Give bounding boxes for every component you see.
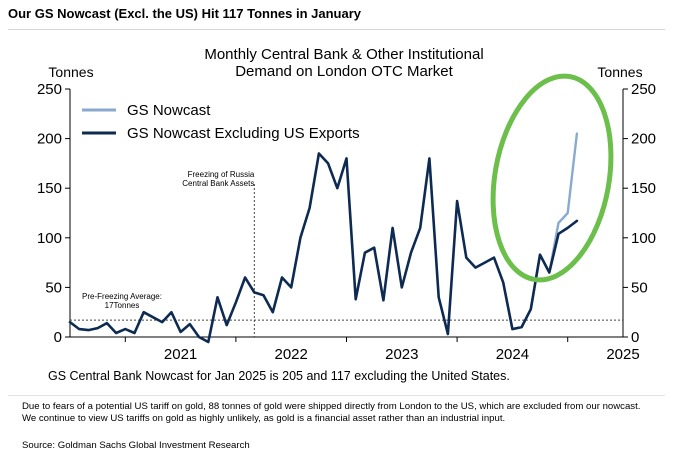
series-lines xyxy=(68,132,579,344)
series-line-gs-nowcast xyxy=(511,132,579,331)
highlight-ellipse xyxy=(490,73,614,283)
headline: Our GS Nowcast (Excl. the US) Hit 117 To… xyxy=(8,6,362,21)
y-tick-label-right: 150 xyxy=(631,180,656,197)
y-axis-label-right: Tonnes xyxy=(597,64,642,80)
chart-title: Monthly Central Bank & Other Institution… xyxy=(204,46,483,80)
x-tick-label: 2024 xyxy=(496,346,529,363)
legend-label: GS Nowcast xyxy=(127,102,211,119)
y-tick-label-left: 100 xyxy=(37,230,62,247)
series-line-gs-nowcast-excl-us xyxy=(68,152,579,344)
legend-label: GS Nowcast Excluding US Exports xyxy=(127,125,360,142)
y-tick-label-left: 250 xyxy=(37,81,62,98)
y-tick-label-left: 0 xyxy=(54,329,62,346)
footnote: Due to fears of a potential US tariff on… xyxy=(22,401,640,425)
reference-line-label: 17Tonnes xyxy=(105,301,140,310)
footnote-divider xyxy=(8,395,665,396)
x-tick-label: 2023 xyxy=(385,346,418,363)
chart: Monthly Central Bank & Other Institution… xyxy=(37,46,656,383)
event-marker-label: Central Bank Assets xyxy=(182,179,254,188)
header-divider xyxy=(8,29,665,30)
footnote-line-2: We continue to view US tariffs on gold a… xyxy=(22,413,506,424)
chart-subtitle: GS Central Bank Nowcast for Jan 2025 is … xyxy=(48,369,510,383)
x-tick-label: 2021 xyxy=(164,346,197,363)
footnote-line-1: Due to fears of a potential US tariff on… xyxy=(22,401,641,412)
y-tick-label-left: 150 xyxy=(37,180,62,197)
y-axis-label-left: Tonnes xyxy=(48,64,93,80)
axes: 0 0 50 50 100 100 150 150 200 200 250 250 2021 2022 20… xyxy=(37,81,656,363)
y-tick-label-right: 250 xyxy=(631,81,656,98)
y-tick-label-left: 50 xyxy=(45,279,62,296)
event-marker-label: Freezing of Russia xyxy=(188,170,255,179)
reference-line-label: Pre-Freezing Average: xyxy=(82,292,162,301)
y-tick-label-right: 100 xyxy=(631,230,656,247)
chart-title-line: Demand on London OTC Market xyxy=(235,63,453,80)
y-tick-label-right: 200 xyxy=(631,131,656,148)
x-tick-label: 2022 xyxy=(275,346,308,363)
x-tick-label: 2025 xyxy=(606,346,639,363)
y-tick-label-right: 50 xyxy=(631,279,648,296)
highlight-ellipse-shape xyxy=(490,73,614,283)
annotations: Pre-Freezing Average:17Tonnes Freezing of… xyxy=(70,170,623,337)
source-note: Source: Goldman Sachs Global Investment … xyxy=(22,440,250,451)
y-tick-label-right: 0 xyxy=(631,329,639,346)
y-tick-label-left: 200 xyxy=(37,131,62,148)
chart-title-line: Monthly Central Bank & Other Institution… xyxy=(204,46,483,63)
legend: GS Nowcast GS Nowcast Excluding US Export… xyxy=(82,102,360,142)
